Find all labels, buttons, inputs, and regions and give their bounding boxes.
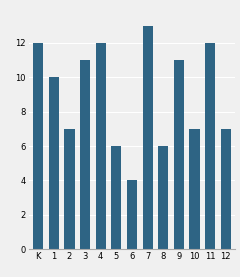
Bar [33,43,43,249]
Bar [158,146,168,249]
Bar [49,77,59,249]
Bar [221,129,231,249]
Bar [80,60,90,249]
Bar [189,129,200,249]
Bar [96,43,106,249]
Bar [174,60,184,249]
Bar [205,43,215,249]
Bar [127,180,137,249]
Bar [111,146,121,249]
Bar [143,25,153,249]
Bar [64,129,75,249]
